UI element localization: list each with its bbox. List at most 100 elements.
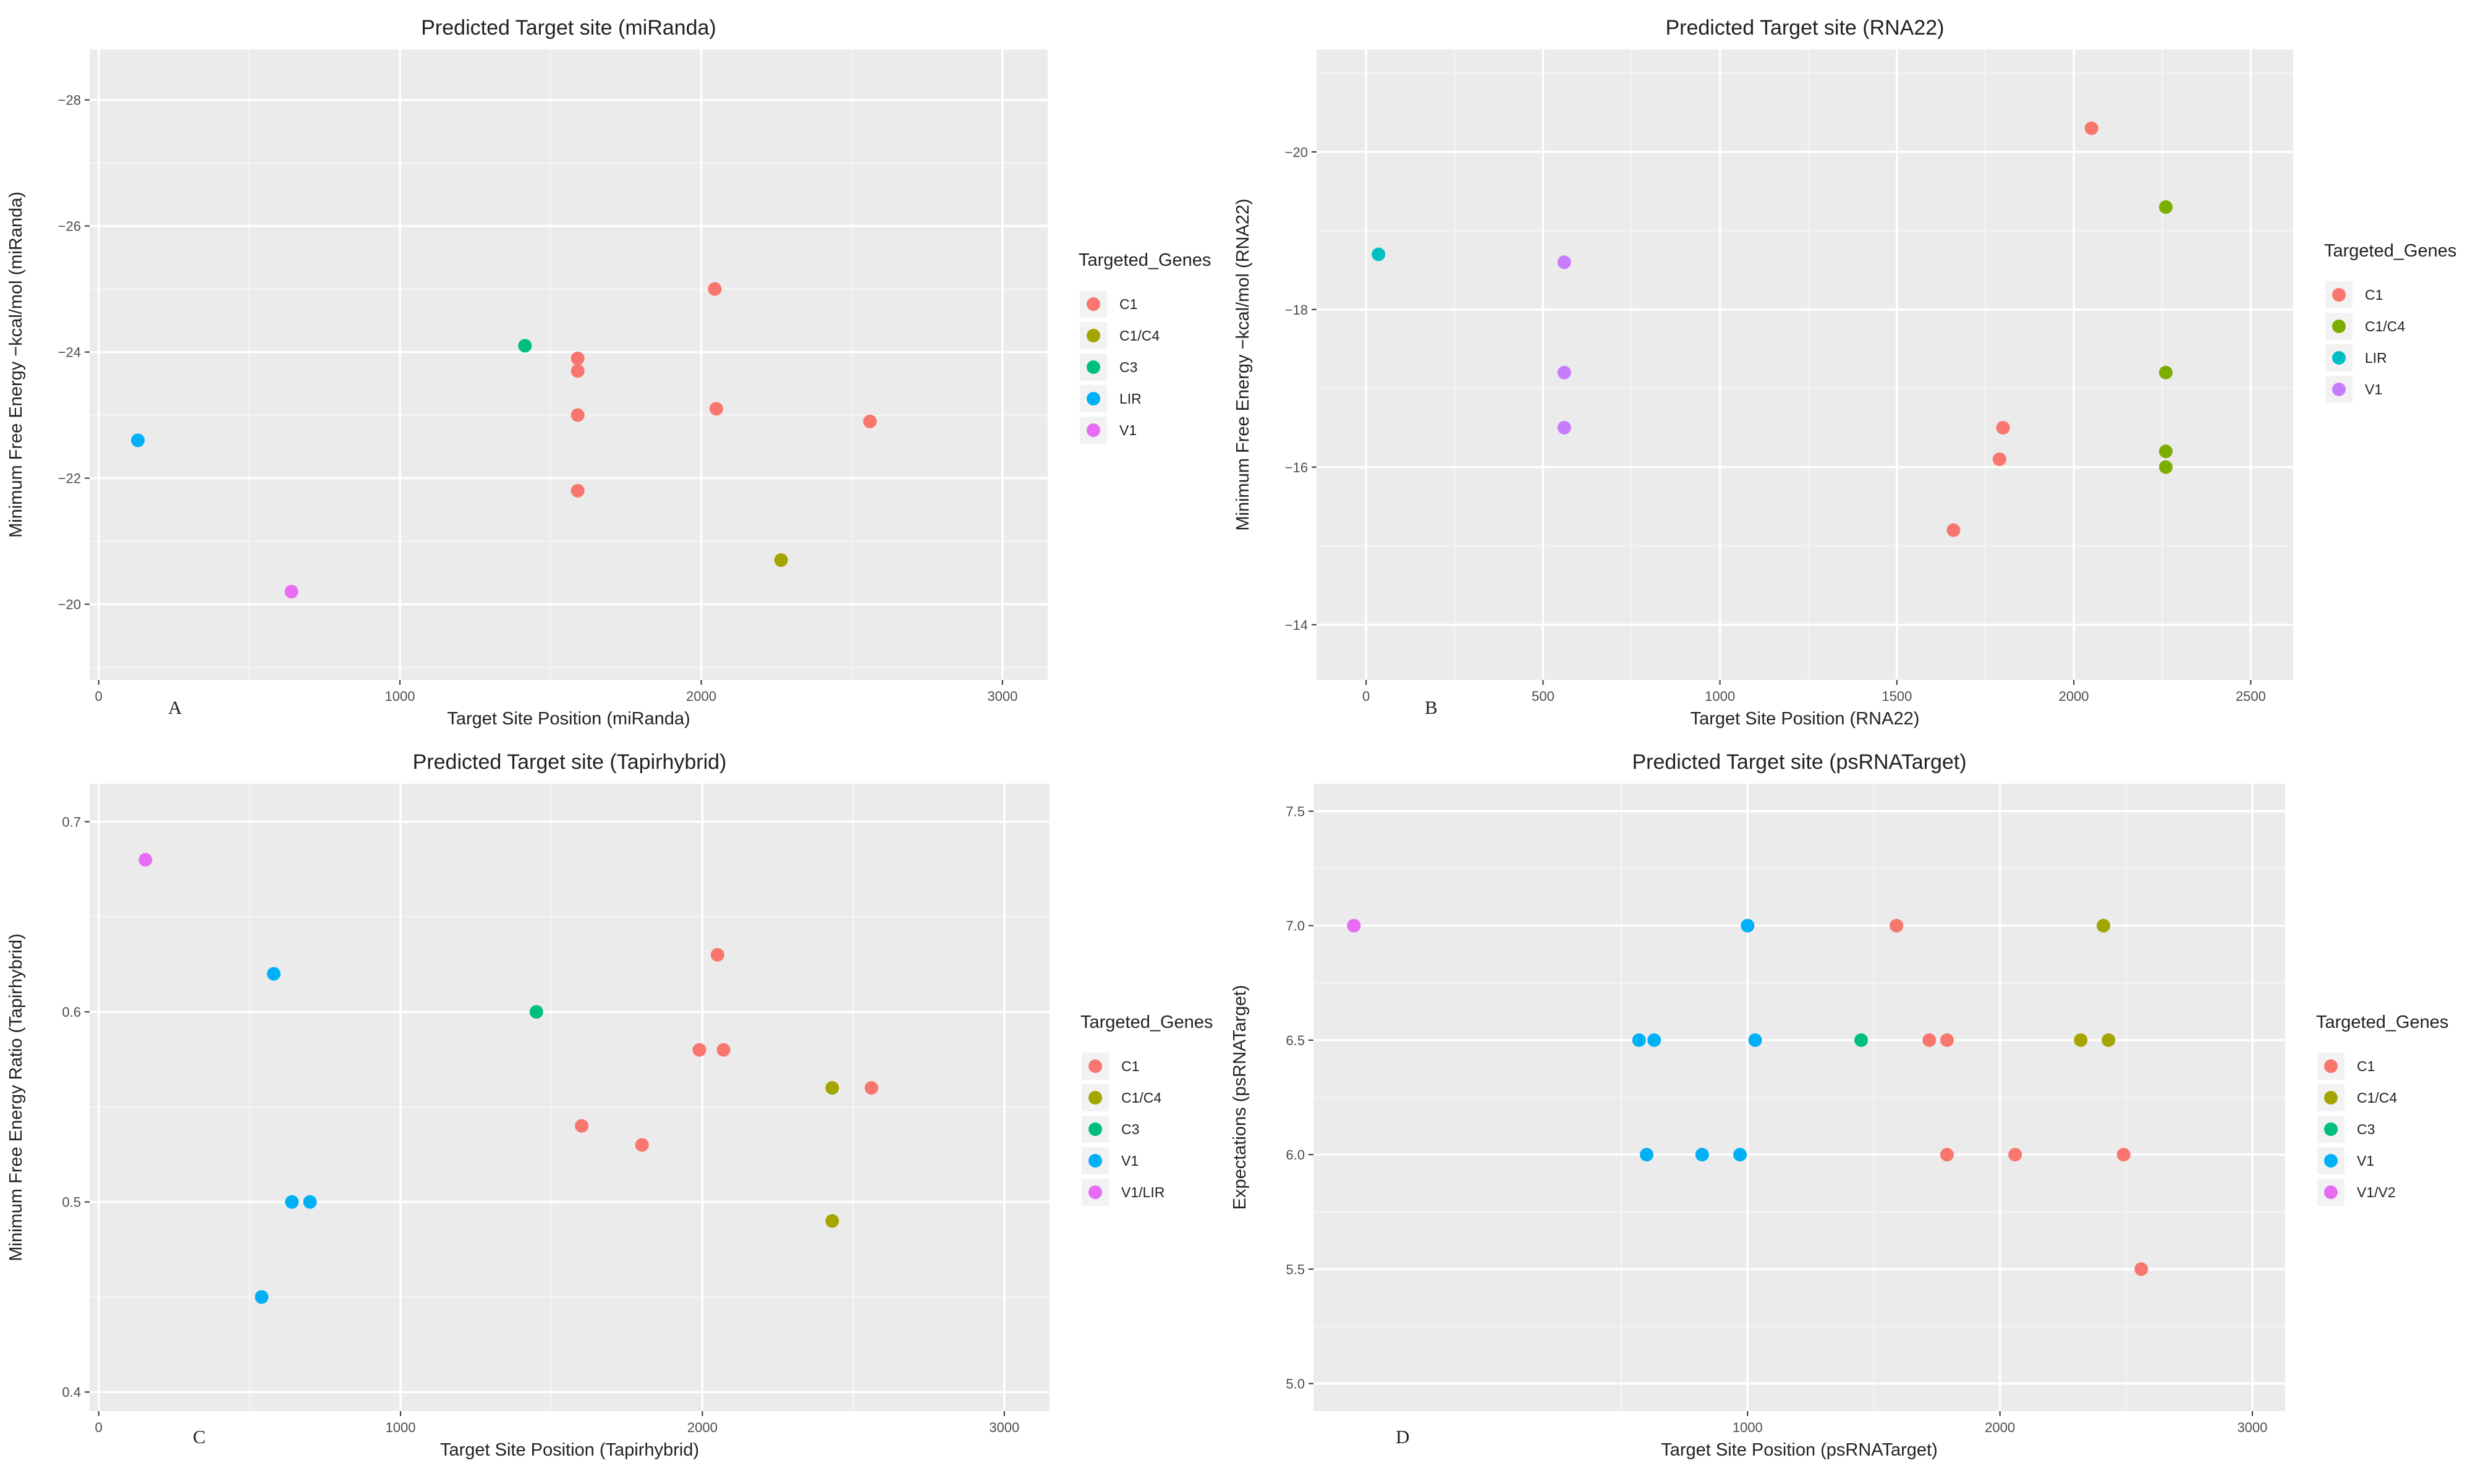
- legend-item-label: LIR: [1119, 391, 1142, 407]
- panel-letter: A: [168, 697, 182, 718]
- data-point: [138, 853, 153, 867]
- data-point: [571, 408, 585, 422]
- series-v1: [255, 967, 317, 1304]
- legend-item-label: C3: [1121, 1121, 1139, 1137]
- series-c1: [571, 282, 877, 498]
- legend-swatch: [2324, 1122, 2338, 1136]
- tick-label-x: 1000: [1733, 1420, 1763, 1435]
- legend: Targeted_Genes C1 C1/C4 C3 V1 V1/V2: [2316, 1012, 2448, 1206]
- data-point: [2158, 444, 2173, 459]
- data-point: [1632, 1033, 1646, 1047]
- chart-title: Predicted Target site (miRanda): [421, 16, 716, 40]
- tick-label-y: −24: [58, 345, 81, 360]
- data-point: [284, 585, 299, 599]
- tick-label-x: 2000: [1985, 1420, 2015, 1435]
- tick-label-y: −28: [58, 93, 81, 108]
- tick-label-y: 0.6: [62, 1004, 81, 1020]
- legend-swatch: [2332, 320, 2346, 333]
- tick-label-y: −22: [58, 471, 81, 486]
- data-point: [1639, 1148, 1653, 1162]
- data-point: [1741, 918, 1755, 933]
- data-point: [2116, 1148, 2131, 1162]
- x-axis-label: Target Site Position (Tapirhybrid): [440, 1440, 699, 1460]
- data-point: [710, 948, 724, 962]
- x-axis-label: Target Site Position (psRNATarget): [1661, 1440, 1938, 1460]
- panel-letter: D: [1396, 1426, 1409, 1448]
- series-v1: [1632, 918, 1762, 1162]
- legend-item-label: C1/C4: [1121, 1090, 1161, 1106]
- legend-swatch: [2324, 1154, 2338, 1168]
- legend-item-label: C1: [1119, 296, 1137, 312]
- series-lir: [130, 433, 145, 447]
- data-point: [1922, 1033, 1937, 1047]
- data-point: [1372, 247, 1386, 261]
- tick-label-x: 500: [1532, 689, 1555, 704]
- data-point: [285, 1195, 299, 1209]
- data-point: [266, 967, 281, 981]
- y-axis-label: Minimum Free Energy −kcal/mol (miRanda): [6, 192, 26, 538]
- x-axis-label: Target Site Position (miRanda): [447, 709, 690, 729]
- series-c1-c4: [774, 553, 788, 567]
- legend-item-label: C3: [2357, 1121, 2375, 1137]
- tick-label-x: 2000: [686, 689, 716, 704]
- legend-item-label: C1/C4: [2365, 318, 2405, 334]
- legend-item-label: C1: [2357, 1058, 2375, 1074]
- data-point: [1854, 1033, 1869, 1047]
- legend-item-label: V1: [1119, 422, 1137, 438]
- data-point: [1647, 1033, 1661, 1047]
- data-point: [2084, 121, 2098, 135]
- tick-label-y: 0.7: [62, 815, 81, 830]
- tick-label-y: 5.5: [1286, 1261, 1305, 1277]
- series-c1: [575, 948, 878, 1152]
- legend-item-label: C1/C4: [2357, 1090, 2397, 1106]
- legend-item-label: LIR: [2365, 350, 2387, 366]
- data-point: [1890, 918, 1904, 933]
- legend-title: Targeted_Genes: [1080, 1012, 1213, 1032]
- data-point: [825, 1214, 839, 1228]
- panel-a: 0 1000 2000 3000 −20 −22 −24 −26 −28 Predicted Ta…: [6, 16, 1211, 729]
- tick-label-x: 2000: [687, 1420, 718, 1435]
- tick-label-y: 7.0: [1286, 918, 1305, 934]
- tick-label-y: 0.5: [62, 1195, 81, 1210]
- tick-label-x: 3000: [987, 689, 1017, 704]
- legend-item-label: C3: [1119, 359, 1137, 375]
- series-v1-v2: [1347, 918, 1361, 933]
- legend-swatch: [1087, 392, 1100, 405]
- panel-c: 0 1000 2000 3000 0.4 0.5 0.6 0.7 Predicted Targe…: [6, 750, 1213, 1460]
- legend-swatch: [1087, 297, 1100, 311]
- legend-swatch: [2324, 1059, 2338, 1073]
- chart-title: Predicted Target site (Tapirhybrid): [413, 750, 727, 774]
- data-point: [2134, 1262, 2149, 1276]
- series-v1: [1557, 255, 1571, 435]
- legend-swatch: [1087, 329, 1100, 342]
- legend-swatch: [1087, 360, 1100, 374]
- data-point: [1557, 365, 1571, 379]
- tick-label-y: −14: [1285, 617, 1308, 633]
- data-point: [2158, 365, 2173, 379]
- data-point: [1733, 1148, 1747, 1162]
- data-point: [1992, 452, 2006, 466]
- panel-b: 0 500 1000 1500 2000 2500 −14 −16 −18 −20 Predicte…: [1233, 16, 2456, 729]
- legend-item-label: C1: [1121, 1058, 1139, 1074]
- data-point: [1940, 1148, 1954, 1162]
- series-c1: [1890, 918, 2149, 1276]
- data-point: [863, 414, 877, 428]
- tick-label-x: 2000: [2059, 689, 2089, 704]
- data-point: [825, 1081, 839, 1095]
- data-point: [1557, 255, 1571, 269]
- x-axis-label: Target Site Position (RNA22): [1691, 709, 1920, 729]
- tick-label-y: −26: [58, 219, 81, 234]
- tick-label-x: 0: [95, 689, 102, 704]
- series-c1-c4: [2074, 918, 2116, 1047]
- data-point: [255, 1290, 269, 1304]
- data-point: [692, 1043, 706, 1057]
- legend-item-label: V1: [1121, 1153, 1139, 1169]
- series-c3: [1854, 1033, 1869, 1047]
- legend-swatch: [2332, 351, 2346, 365]
- data-point: [1946, 523, 1961, 537]
- tick-label-y: 7.5: [1286, 803, 1305, 819]
- chart-title: Predicted Target site (psRNATarget): [1632, 750, 1966, 774]
- data-point: [2158, 460, 2173, 474]
- legend-swatch: [1088, 1091, 1102, 1105]
- tick-label-x: 3000: [2237, 1420, 2267, 1435]
